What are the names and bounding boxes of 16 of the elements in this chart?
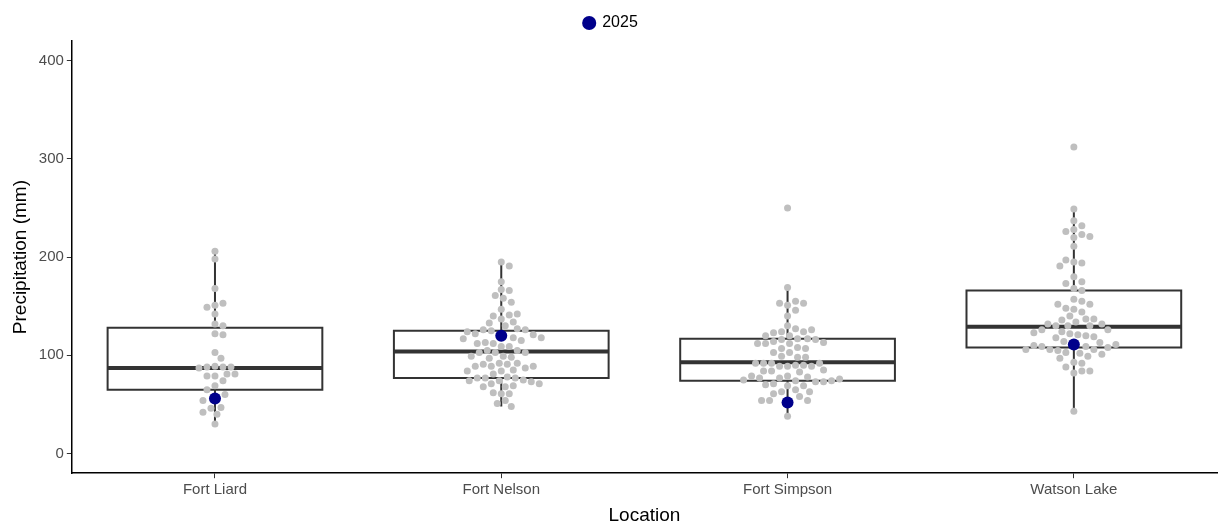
point bbox=[781, 396, 794, 409]
y-axis-title: Precipitation (mm) bbox=[8, 180, 30, 335]
x-tick-label: Fort Simpson bbox=[742, 480, 833, 498]
point bbox=[208, 392, 221, 405]
x-axis-title: Location bbox=[608, 503, 681, 525]
y-tick-label: 0 bbox=[55, 443, 64, 461]
y-tick-label: 400 bbox=[38, 50, 64, 68]
point bbox=[495, 329, 508, 342]
point bbox=[1067, 338, 1080, 351]
x-tick-label: Watson Lake bbox=[1030, 480, 1118, 498]
x-tick-label: Fort Liard bbox=[182, 480, 248, 498]
y-tick-label: 200 bbox=[38, 247, 64, 265]
legend-label: 2025 bbox=[602, 13, 638, 31]
y-tick-label: 100 bbox=[38, 345, 64, 363]
x-tick-label: Fort Nelson bbox=[462, 480, 541, 498]
y-tick-label: 300 bbox=[38, 149, 64, 167]
